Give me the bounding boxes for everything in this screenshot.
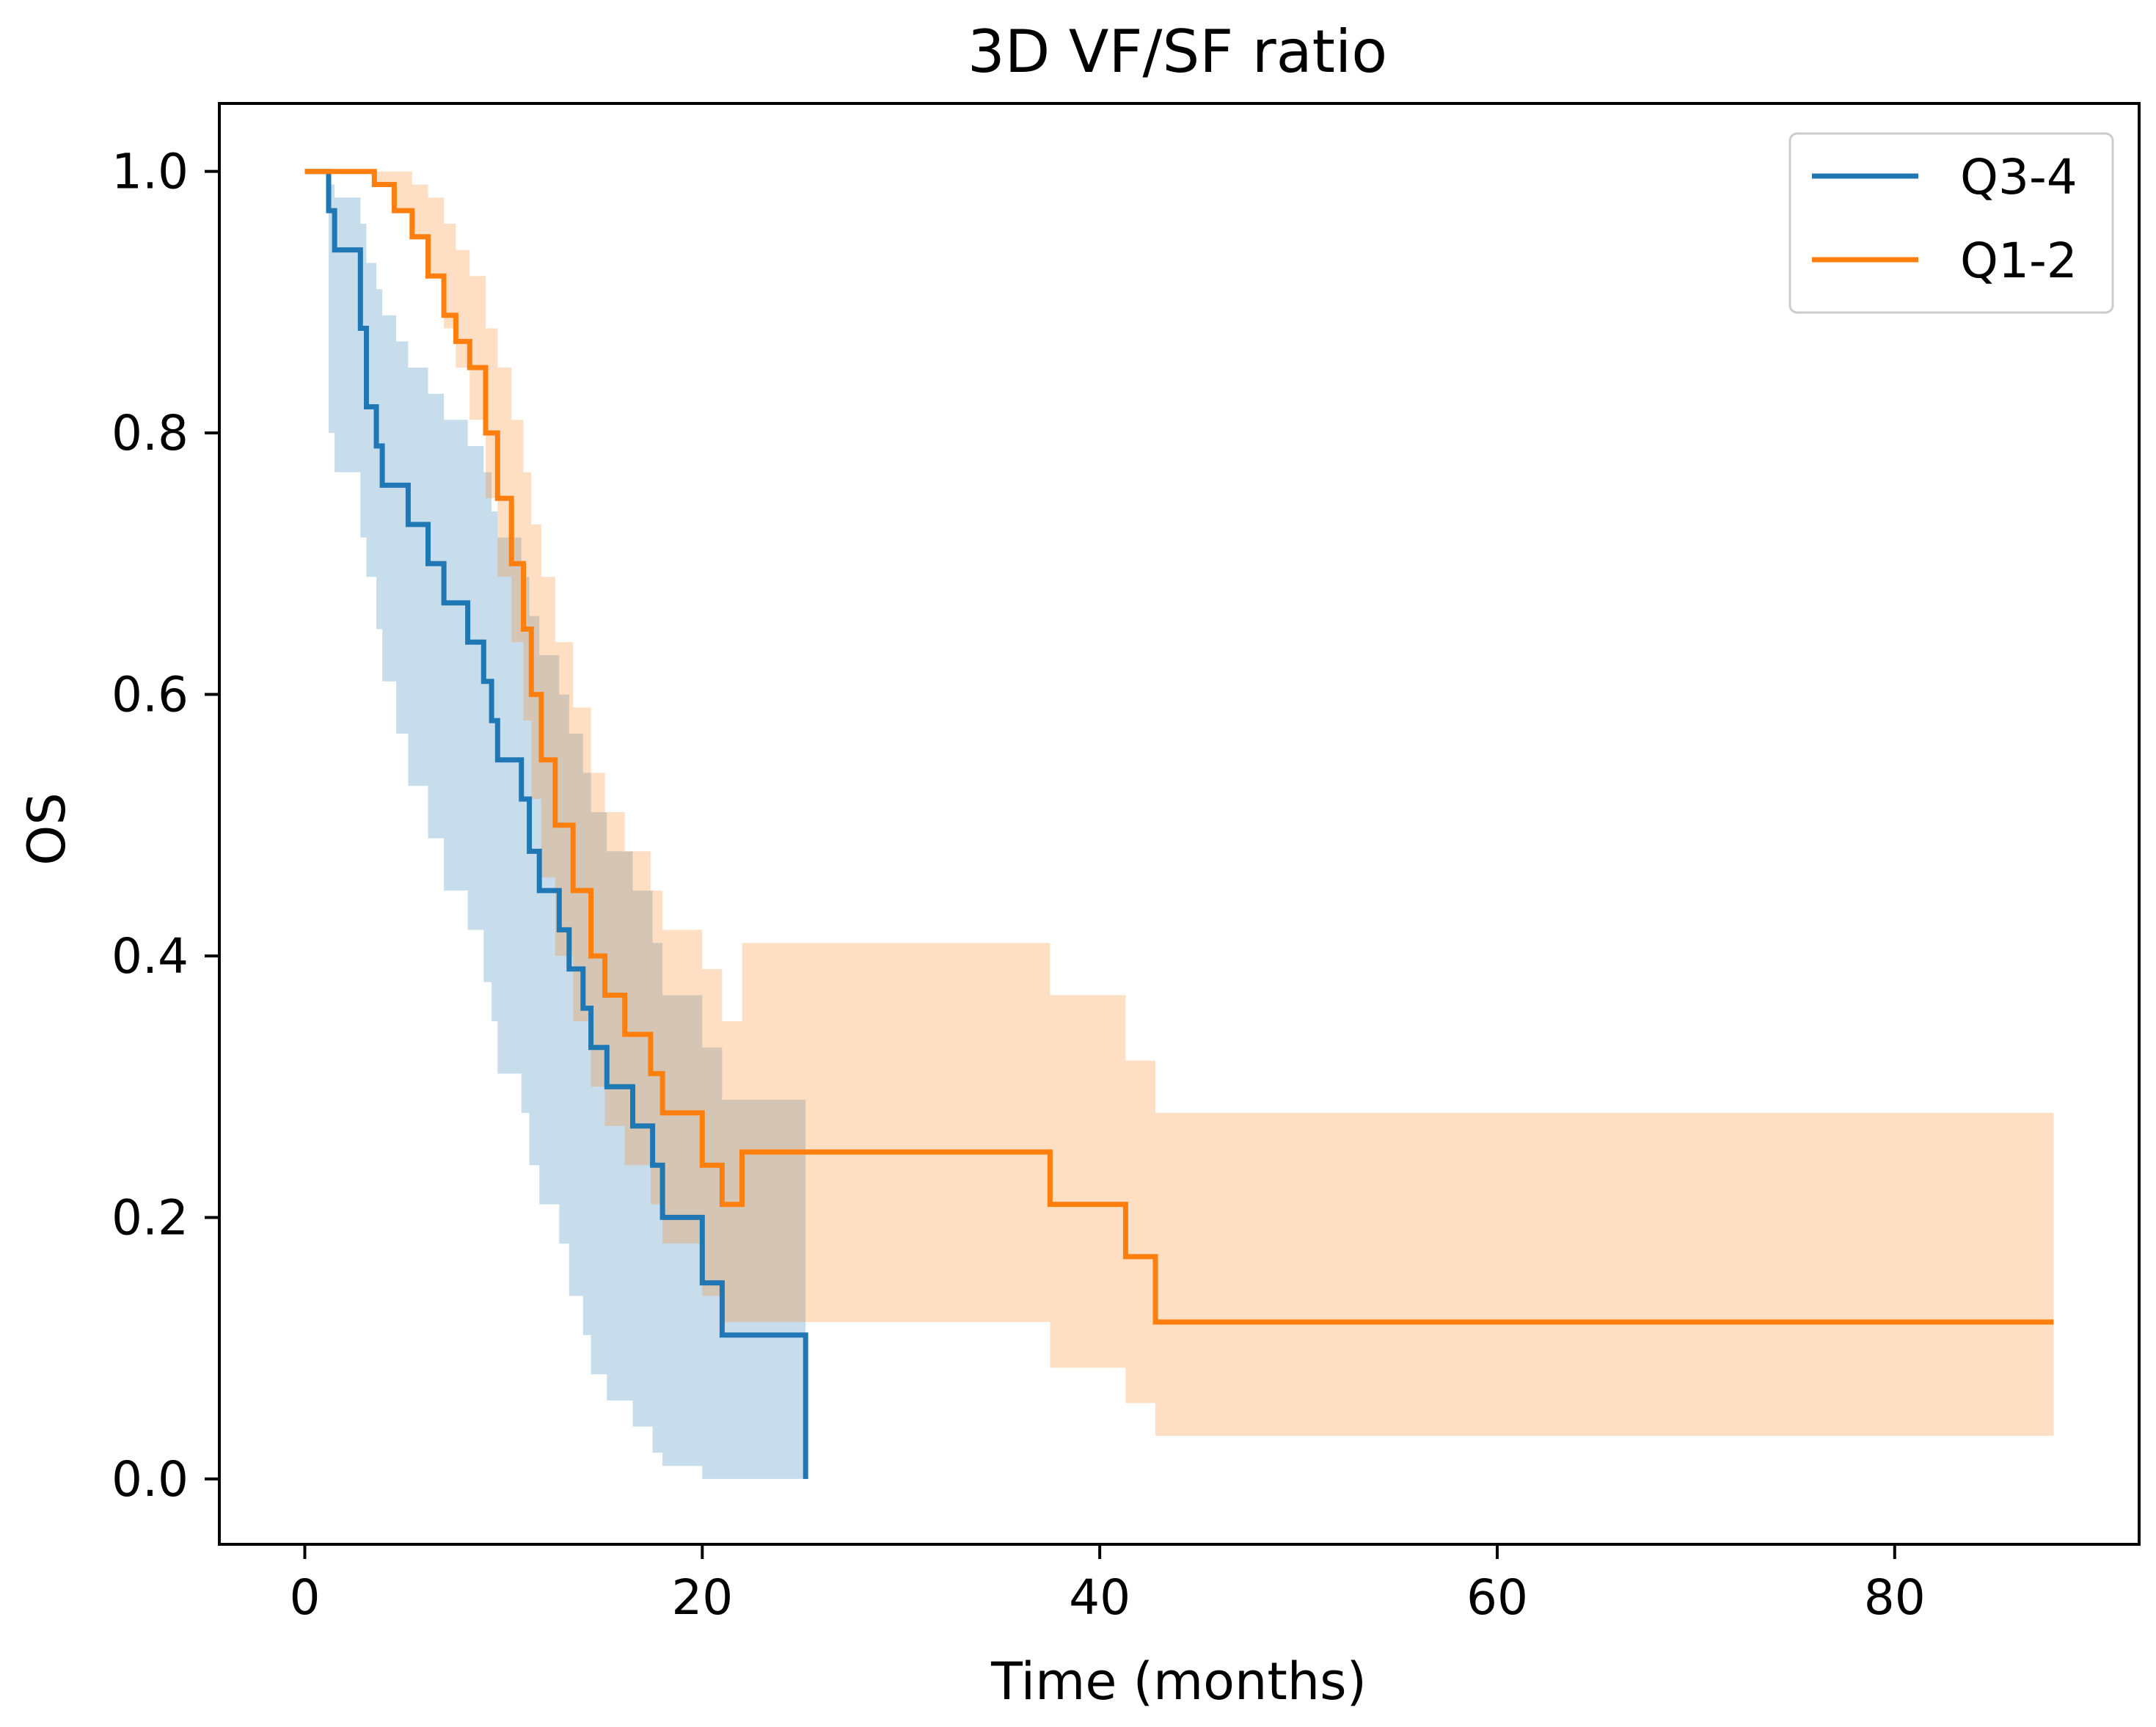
y-tick-label: 0.2 — [112, 1189, 189, 1246]
x-tick-label: 80 — [1864, 1569, 1926, 1626]
legend-label-q3-4: Q3-4 — [1960, 149, 2078, 205]
plot-frame — [218, 102, 2141, 1546]
x-axis-title: Time (months) — [990, 1651, 1367, 1712]
confidence-band-q1-2 — [304, 171, 2054, 1436]
x-axis: 0 20 40 60 80 — [289, 1544, 1926, 1626]
legend-label-q1-2: Q1-2 — [1960, 233, 2078, 289]
y-axis-title: OS — [17, 792, 77, 866]
y-tick-label: 0.6 — [112, 667, 189, 723]
x-tick-label: 0 — [289, 1569, 320, 1626]
survival-curve-q1-2 — [304, 169, 2054, 1325]
survival-curves — [304, 169, 2054, 1479]
y-tick-label: 1.0 — [112, 144, 189, 200]
x-tick-label: 40 — [1069, 1569, 1130, 1626]
chart-title: 3D VF/SF ratio — [968, 18, 1387, 86]
legend: Q3-4 Q1-2 — [1788, 132, 2114, 314]
y-tick-label: 0.8 — [112, 405, 189, 461]
x-tick-label: 60 — [1466, 1569, 1528, 1626]
x-tick-label: 20 — [671, 1569, 733, 1626]
y-tick-label: 0.0 — [112, 1451, 189, 1508]
survival-curve-q3-4 — [304, 169, 808, 1479]
y-axis: 0.0 0.2 0.4 0.6 0.8 1.0 — [112, 144, 219, 1508]
y-tick-label: 0.4 — [112, 928, 189, 985]
